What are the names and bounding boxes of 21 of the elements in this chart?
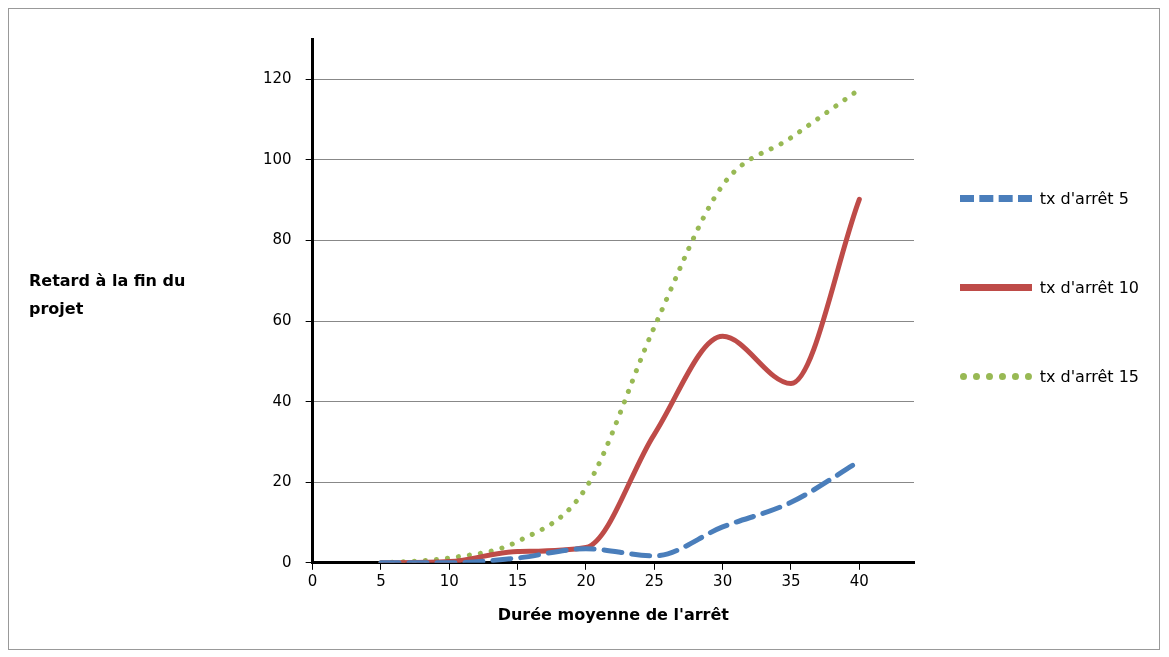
x-tick-label: 20: [576, 571, 596, 590]
y-tick-label: 100: [262, 149, 292, 168]
legend-label: tx d'arrêt 5: [1039, 189, 1129, 208]
y-tick-label: 80: [272, 230, 292, 249]
y-tick-label: 0: [282, 552, 292, 571]
x-tick-label: 25: [644, 571, 664, 590]
y-tick-label: 60: [272, 310, 292, 329]
legend-label: tx d'arrêt 10: [1039, 278, 1139, 297]
x-tick-label: 30: [713, 571, 733, 590]
y-axis-title: Retard à la fin du projet: [29, 270, 187, 320]
x-tick-label: 40: [849, 571, 869, 590]
y-tick-label: 120: [262, 69, 292, 88]
x-tick-label: 15: [508, 571, 528, 590]
x-axis-title: Durée moyenne de l'arrêt: [497, 604, 730, 624]
y-tick-label: 20: [272, 472, 292, 491]
x-tick-label: 5: [376, 571, 386, 590]
legend-label: tx d'arrêt 15: [1039, 367, 1139, 386]
x-tick-label: 0: [307, 571, 318, 590]
y-tick-label: 40: [272, 391, 292, 410]
x-tick-label: 10: [439, 571, 459, 590]
x-tick-label: 35: [781, 571, 801, 590]
